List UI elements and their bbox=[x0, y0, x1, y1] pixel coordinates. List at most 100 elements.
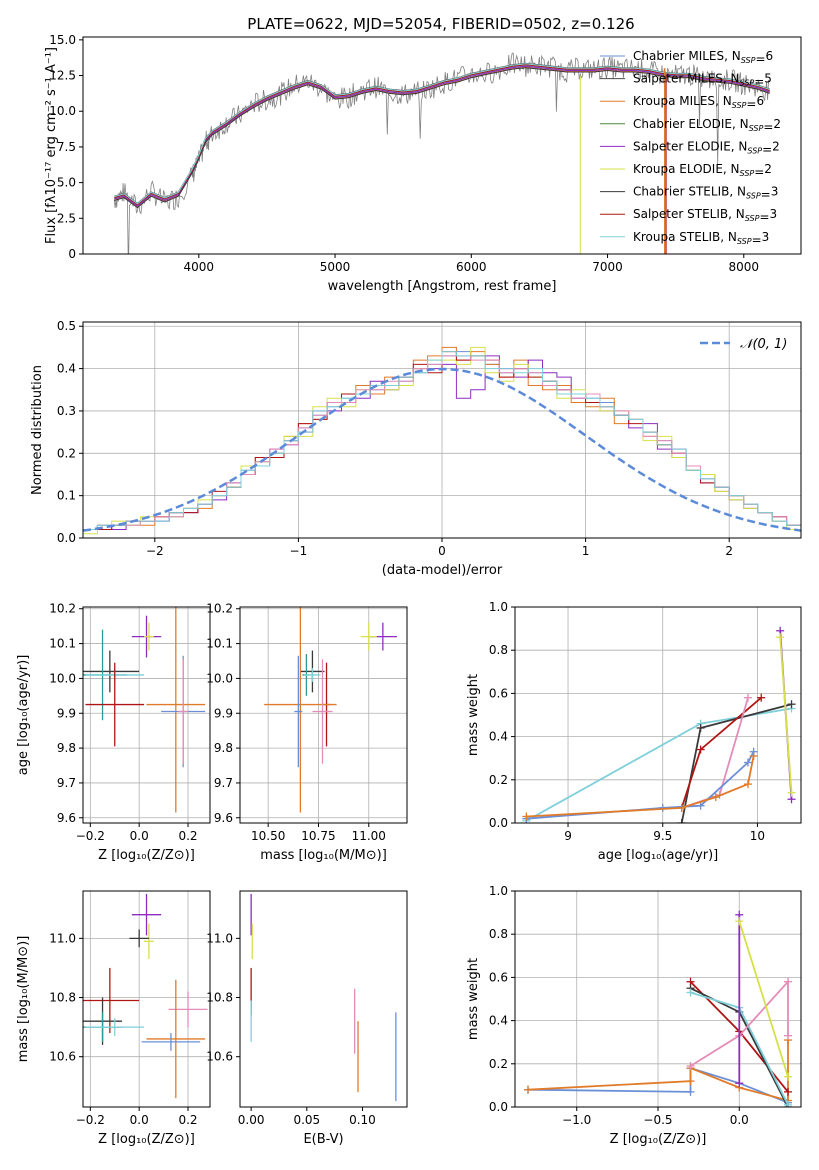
legend-nssp-label: , N bbox=[729, 185, 746, 199]
error-bar-point bbox=[146, 979, 206, 1099]
legend-model-name: Chabrier STELIB bbox=[633, 185, 729, 199]
age-weight-panel: 9 9.5 10 0.0 0.2 0.4 0.6 0.8 1.0 age [log₁₀(age/y… bbox=[466, 600, 802, 863]
legend-model-name: Salpeter STELIB bbox=[633, 207, 728, 221]
y-tick-label: 7.5 bbox=[57, 140, 76, 154]
error-bar-point bbox=[264, 607, 337, 813]
y-axis-label: Normed distribution bbox=[30, 365, 45, 495]
legend-nssp-subscript: SSP bbox=[746, 192, 761, 201]
x-tick-label: 0.0 bbox=[730, 1113, 749, 1127]
legend-nssp-subscript: SSP bbox=[732, 101, 747, 110]
legend-nssp-label: , N bbox=[732, 117, 749, 131]
legend-entry: Kroupa MILES, NSSP=6 bbox=[633, 94, 764, 111]
observed-spectrum bbox=[113, 52, 769, 254]
legend-nssp-value: 3 bbox=[771, 185, 779, 199]
model-spectrum-line bbox=[114, 64, 770, 206]
weight-line bbox=[690, 979, 789, 1067]
x-axis-label: mass [log₁₀(M/M⊙)] bbox=[260, 848, 387, 863]
x-tick-label: 10.50 bbox=[251, 829, 285, 843]
y-tick-label: 10.6 bbox=[49, 1050, 76, 1064]
y-tick-label: 0.8 bbox=[489, 643, 508, 657]
legend-nssp-value: 5 bbox=[764, 72, 772, 86]
z-age-plot-area bbox=[83, 607, 206, 813]
axes-frame bbox=[239, 606, 408, 824]
y-tick-label: 5.0 bbox=[57, 176, 76, 190]
x-tick-label: 0.2 bbox=[178, 1113, 197, 1127]
y-tick-label: 0.4 bbox=[489, 1014, 508, 1028]
legend-nssp-subscript: SSP bbox=[741, 56, 756, 65]
model-spectrum-line bbox=[114, 67, 770, 209]
y-tick-label: 9.7 bbox=[57, 776, 76, 790]
legend-nssp-value: 3 bbox=[770, 207, 778, 221]
axes-frame bbox=[514, 606, 802, 824]
x-tick-label: 4000 bbox=[184, 260, 215, 274]
legend-nssp-subscript: SSP bbox=[745, 214, 760, 223]
x-tick-label: 9.5 bbox=[653, 829, 672, 843]
mass-age-plot-area bbox=[264, 607, 397, 813]
x-tick-label: 10 bbox=[750, 829, 765, 843]
y-tick-label: 11.0 bbox=[206, 931, 233, 945]
error-bar-point bbox=[129, 929, 149, 948]
legend-model-name: Salpeter MILES bbox=[633, 72, 723, 86]
z-weight-plot-area bbox=[524, 910, 792, 1107]
legend-entry: Salpeter STELIB, NSSP=3 bbox=[633, 207, 777, 224]
x-axis-label: Z [log₁₀(Z/Z⊙)] bbox=[98, 1132, 195, 1147]
legend-model-name: Kroupa MILES bbox=[633, 94, 715, 108]
z-mass-panel: −0.2 0.0 0.2 10.6 10.8 11.0 Z [log₁₀(Z/Z⊙)] mas… bbox=[16, 890, 211, 1147]
legend-nssp-label: , N bbox=[720, 230, 737, 244]
y-axis-label: age [log₁₀(age/yr)] bbox=[16, 655, 31, 776]
legend-nssp-label: , N bbox=[715, 94, 732, 108]
legend-nssp-value: 2 bbox=[772, 139, 780, 153]
x-tick-label: 0.10 bbox=[349, 1113, 376, 1127]
legend-entry: Salpeter ELODIE, NSSP=2 bbox=[633, 139, 780, 156]
ebv-mass-panel: 0.00 0.05 0.10 10.6 10.8 11.0 E(B-V) bbox=[206, 890, 408, 1147]
legend: 𝒩(0, 1) bbox=[700, 337, 787, 352]
legend-nssp-label: , N bbox=[723, 72, 740, 86]
legend-entry: Kroupa STELIB, NSSP=3 bbox=[633, 230, 769, 247]
legend-nssp-value: 3 bbox=[762, 230, 770, 244]
legend-nssp-label: , N bbox=[731, 139, 748, 153]
legend-nssp-subscript: SSP bbox=[740, 169, 755, 178]
y-tick-label: 9.8 bbox=[214, 741, 233, 755]
error-bar-point bbox=[85, 1018, 145, 1036]
error-bar-point bbox=[141, 1033, 201, 1051]
weight-line bbox=[526, 755, 755, 818]
gaussian-curve bbox=[83, 367, 801, 532]
y-tick-label: 0.2 bbox=[489, 1057, 508, 1071]
x-tick-label: 6000 bbox=[456, 260, 487, 274]
legend-nssp-value: 2 bbox=[773, 117, 781, 131]
age-weight-plot-area bbox=[522, 626, 796, 823]
legend-entry: Salpeter MILES, NSSP=5 bbox=[633, 72, 772, 89]
y-tick-label: 10.0 bbox=[49, 671, 76, 685]
legend-nssp-value: 6 bbox=[756, 94, 764, 108]
y-axis-label: Flux [fλ10⁻¹⁷ erg cm⁻² s⁻¹ A⁻¹] bbox=[44, 47, 59, 244]
weight-line bbox=[779, 637, 793, 793]
y-axis-label: mass weight bbox=[466, 958, 481, 1040]
legend-equals: = bbox=[762, 142, 772, 156]
error-bar-point bbox=[312, 659, 333, 764]
y-tick-label: 10.8 bbox=[206, 991, 233, 1005]
x-tick-label: 9 bbox=[564, 829, 572, 843]
legend-nssp-label: , N bbox=[724, 49, 741, 63]
x-tick-label: 11.00 bbox=[352, 829, 386, 843]
y-tick-label: 9.9 bbox=[57, 706, 76, 720]
y-tick-label: 11.0 bbox=[49, 931, 76, 945]
y-tick-label: 0.6 bbox=[489, 970, 508, 984]
error-bar-point bbox=[83, 967, 140, 1034]
y-tick-label: 1.0 bbox=[489, 884, 508, 898]
axes-frame bbox=[82, 890, 211, 1108]
weight-line bbox=[681, 697, 749, 809]
y-tick-label: 0.3 bbox=[57, 404, 76, 418]
y-tick-label: 9.6 bbox=[57, 811, 76, 825]
x-tick-label: 0.2 bbox=[178, 829, 197, 843]
x-tick-label: 0.0 bbox=[130, 829, 149, 843]
y-tick-label: 0.4 bbox=[489, 730, 508, 744]
error-bar-point bbox=[85, 662, 145, 747]
x-tick-label: −2 bbox=[146, 544, 164, 558]
y-tick-label: 9.6 bbox=[214, 811, 233, 825]
y-tick-label: 0.0 bbox=[489, 816, 508, 830]
residuals-panel: 𝒩(0, 1) −2 −1 0 1 2 0.0 0.1 0.2 0.3 0.4 0.5 (data-mo… bbox=[30, 319, 802, 578]
legend-equals: = bbox=[754, 165, 764, 179]
y-tick-label: 10.0 bbox=[49, 104, 76, 118]
